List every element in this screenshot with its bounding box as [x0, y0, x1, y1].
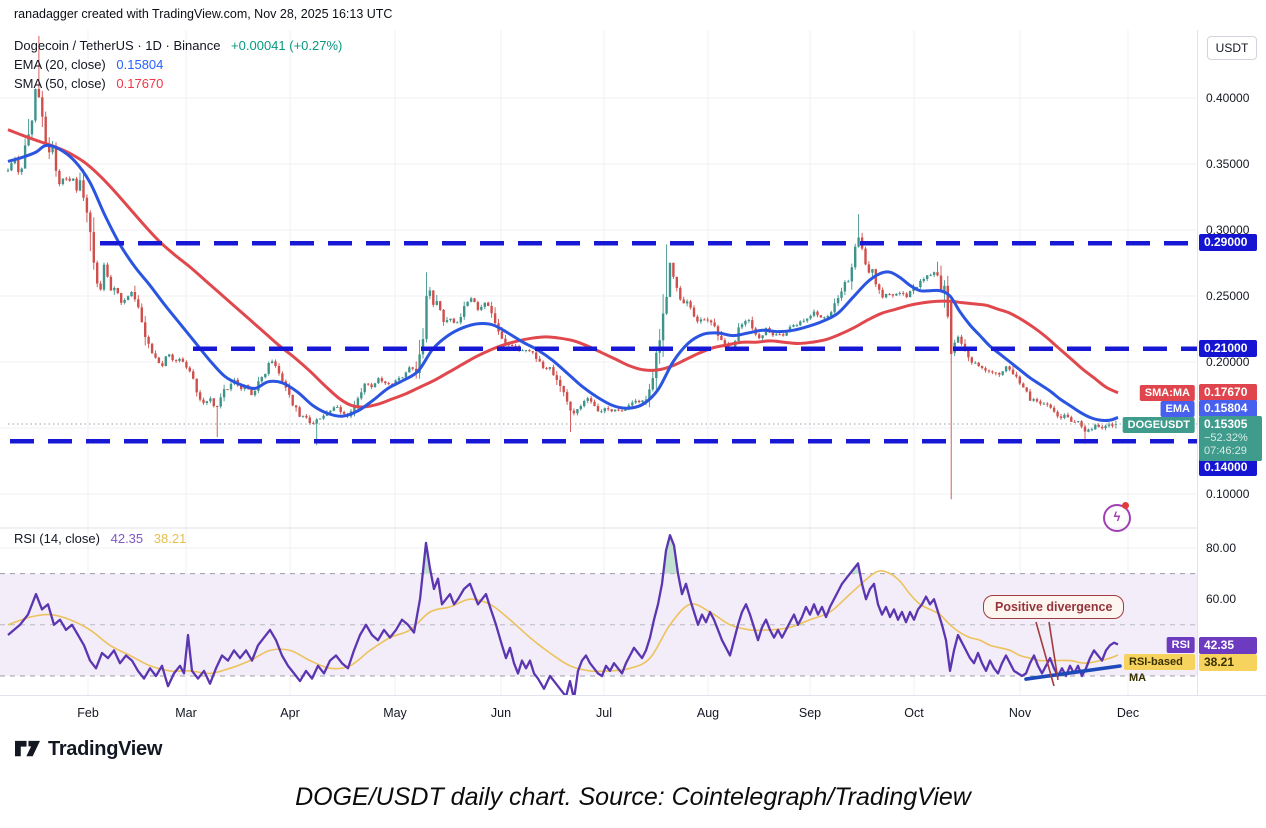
rsi-axis-value: 42.35: [1199, 637, 1257, 654]
rsi-tick-label: 80.00: [1206, 541, 1237, 555]
month-label-sep: Sep: [798, 706, 822, 720]
month-label-feb: Feb: [77, 706, 99, 720]
time-axis-border: [0, 695, 1266, 696]
candle-bodies: [6, 89, 1118, 432]
month-label-mar: Mar: [175, 706, 197, 720]
month-label-jul: Jul: [596, 706, 612, 720]
month-label-dec: Dec: [1116, 706, 1140, 720]
currency-toggle-button[interactable]: USDT: [1207, 36, 1257, 60]
rsi-line: [7, 534, 1119, 695]
rsi-tick-label: 60.00: [1206, 592, 1237, 607]
ema-legend-value: 0.15804: [116, 57, 164, 72]
notification-dot: [1122, 502, 1129, 509]
rsi-ma-axis-value: 38.21: [1199, 654, 1257, 671]
ema-legend-row[interactable]: EMA (20, close) 0.15804: [14, 55, 342, 74]
tradingview-logo[interactable]: TradingView: [14, 737, 162, 762]
month-label-apr: Apr: [280, 706, 300, 720]
image-caption: DOGE/USDT daily chart. Source: Cointeleg…: [295, 783, 971, 811]
level-price-label: 0.14000: [1199, 459, 1257, 476]
tradingview-logo-text: TradingView: [48, 738, 163, 760]
change-value: +0.00041 (+0.27%): [231, 38, 343, 53]
price-tick-label: 0.30000: [1206, 223, 1250, 237]
rsi-ma-legend-value: 38.21: [153, 531, 187, 546]
price-tick-label: 0.25000: [1206, 289, 1250, 303]
month-label-may: May: [383, 706, 407, 720]
candle-wicks: [7, 36, 1117, 500]
tradingview-logo-mark: [15, 740, 40, 757]
price-axis-border: [1197, 30, 1198, 695]
symbol-title[interactable]: Dogecoin / TetherUS · 1D · Binance: [14, 38, 221, 53]
symbol-axis-value: 0.15305 −52.32% 07:46:29: [1199, 416, 1262, 461]
positive-divergence-callout[interactable]: Positive divergence: [983, 595, 1125, 619]
sma-50-line: [7, 128, 1119, 409]
price-tick-label: 0.40000: [1206, 91, 1250, 105]
symbol-legend-row: Dogecoin / TetherUS · 1D · Binance +0.00…: [14, 36, 342, 55]
rsi-legend[interactable]: RSI (14, close) 42.35 38.21: [14, 531, 186, 546]
level-price-label: 0.29000: [1199, 234, 1257, 252]
sma-axis-value: 0.17670: [1199, 384, 1257, 401]
month-label-aug: Aug: [696, 706, 720, 720]
month-label-nov: Nov: [1008, 706, 1032, 720]
rsi-overbought-fill: [423, 535, 860, 574]
price-tick-label: 0.20000: [1206, 355, 1250, 369]
month-label-jun: Jun: [490, 706, 512, 720]
price-tick-label: 0.10000: [1206, 487, 1250, 501]
flash-boost-icon[interactable]: ϟ: [1103, 504, 1131, 532]
level-price-label: 0.21000: [1199, 339, 1257, 357]
symbol-legend[interactable]: Dogecoin / TetherUS · 1D · Binance +0.00…: [14, 36, 342, 93]
attribution-text: ranadagger created with TradingView.com,…: [14, 7, 393, 21]
divergence-trendline: [1024, 664, 1122, 681]
sma-legend-row[interactable]: SMA (50, close) 0.17670: [14, 74, 342, 93]
month-label-oct: Oct: [904, 706, 924, 720]
ema-axis-value: 0.15804: [1199, 400, 1257, 417]
chart-container: Dogecoin / TetherUS · 1D · Binance +0.00…: [0, 30, 1266, 722]
rsi-legend-value: 42.35: [110, 531, 144, 546]
ema-20-line: [7, 143, 1119, 422]
sma-legend-label: SMA (50, close): [14, 76, 106, 91]
price-tick-label: 0.35000: [1206, 157, 1250, 171]
rsi-based-ma-line: [7, 570, 1119, 675]
sma-legend-value: 0.17670: [116, 76, 164, 91]
price-and-rsi-plot[interactable]: [0, 30, 1197, 695]
ema-legend-label: EMA (20, close): [14, 57, 106, 72]
rsi-legend-label: RSI (14, close): [14, 531, 100, 546]
